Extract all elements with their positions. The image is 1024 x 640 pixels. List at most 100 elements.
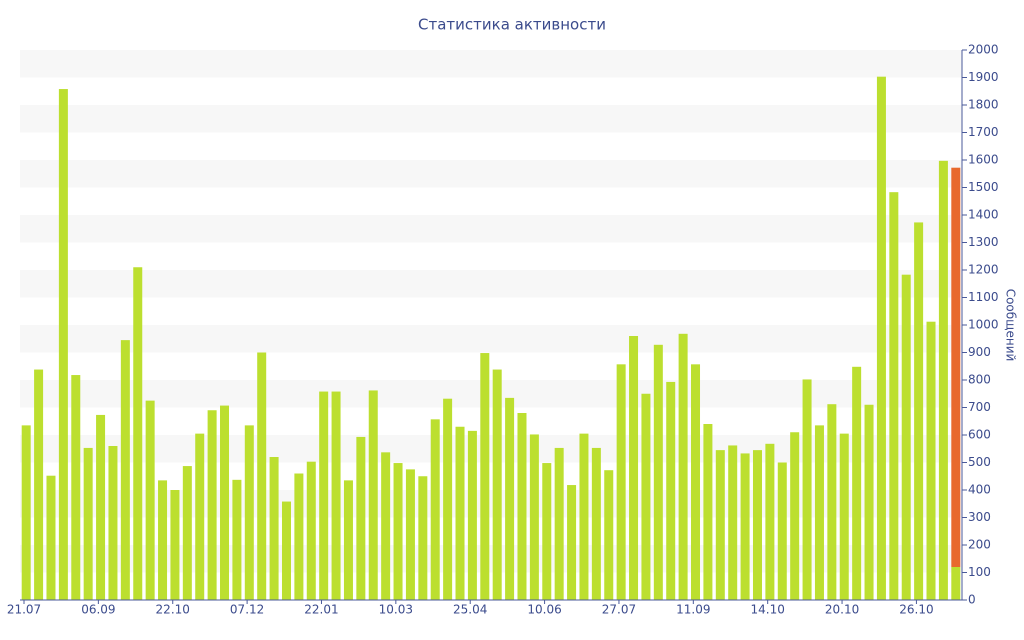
bar (46, 475, 56, 600)
bar (269, 457, 279, 600)
bar (58, 89, 68, 601)
y-tick-label: 100 (968, 565, 991, 579)
bar (876, 76, 886, 601)
bar (666, 381, 676, 600)
x-tick-label: 26.10 (899, 603, 933, 617)
bar (244, 425, 254, 600)
bar (864, 404, 874, 600)
bar (467, 430, 477, 600)
bar (852, 366, 862, 600)
bar (752, 450, 762, 600)
x-tick-label: 14.10 (751, 603, 785, 617)
bar (542, 463, 552, 600)
bar (368, 390, 378, 600)
bar (430, 419, 440, 600)
x-tick-label: 11.09 (676, 603, 710, 617)
x-tick-label: 06.09 (81, 603, 115, 617)
bar (889, 192, 899, 601)
bar (926, 321, 936, 600)
bar (96, 414, 106, 600)
x-tick-label: 10.03 (379, 603, 413, 617)
bar (393, 463, 403, 600)
bar (728, 445, 738, 600)
y-tick-label: 1000 (968, 318, 999, 332)
y-tick-label: 400 (968, 483, 991, 497)
bar (505, 397, 515, 600)
y-tick-label: 1700 (968, 125, 999, 139)
bar (331, 391, 341, 600)
bar (827, 404, 837, 600)
grid-band (20, 105, 962, 133)
bar (195, 433, 205, 600)
bar (641, 393, 651, 600)
bar (294, 473, 304, 600)
y-tick-label: 1800 (968, 98, 999, 112)
x-tick-label: 21.07 (7, 603, 41, 617)
bar (158, 480, 168, 600)
bar (951, 567, 961, 600)
bar (777, 462, 787, 600)
bar (951, 167, 961, 567)
bar (765, 443, 775, 600)
grid-band (20, 325, 962, 353)
x-tick-label: 25.04 (453, 603, 487, 617)
bar (232, 479, 242, 600)
grid-band (20, 50, 962, 78)
bar (120, 340, 130, 600)
bar (691, 364, 701, 600)
bar (83, 447, 93, 600)
y-tick-label: 900 (968, 345, 991, 359)
bar (938, 160, 948, 600)
y-tick-label: 1100 (968, 290, 999, 304)
x-tick-label: 07.12 (230, 603, 264, 617)
grid-band (20, 270, 962, 298)
bar (381, 452, 391, 600)
bar (740, 453, 750, 600)
y-tick-label: 1400 (968, 208, 999, 222)
bar (567, 485, 577, 600)
x-tick-label: 22.10 (156, 603, 190, 617)
y-tick-label: 200 (968, 538, 991, 552)
bar (455, 426, 465, 600)
bar (901, 274, 911, 600)
bar (554, 447, 564, 600)
bar (802, 379, 812, 600)
x-tick-label: 10.06 (527, 603, 561, 617)
y-axis-label: Сообщений (1004, 289, 1018, 362)
y-tick-label: 300 (968, 510, 991, 524)
bar (145, 400, 155, 600)
bar (703, 424, 713, 600)
bar (257, 352, 267, 600)
y-tick-label: 1600 (968, 153, 999, 167)
bar (133, 267, 143, 600)
bar (220, 405, 230, 600)
bar (21, 425, 31, 600)
y-tick-label: 1500 (968, 180, 999, 194)
y-tick-label: 1300 (968, 235, 999, 249)
bar (492, 369, 502, 600)
bar (579, 433, 589, 600)
bar (108, 446, 118, 600)
grid-band (20, 160, 962, 188)
bar (405, 469, 415, 600)
bar (306, 461, 316, 600)
bar (517, 413, 527, 600)
bar (343, 480, 353, 600)
bar (914, 222, 924, 601)
y-tick-label: 1200 (968, 263, 999, 277)
x-tick-label: 20.10 (825, 603, 859, 617)
y-tick-label: 700 (968, 400, 991, 414)
y-tick-label: 1900 (968, 70, 999, 84)
bar (34, 369, 44, 600)
bar (814, 425, 824, 600)
grid-band (20, 215, 962, 243)
bar (182, 466, 192, 600)
bar (281, 501, 291, 600)
bar (715, 450, 725, 600)
bar (207, 410, 217, 600)
y-tick-label: 600 (968, 428, 991, 442)
bar (591, 447, 601, 600)
y-tick-label: 0 (968, 593, 976, 607)
chart-title: Статистика активности (418, 16, 606, 34)
